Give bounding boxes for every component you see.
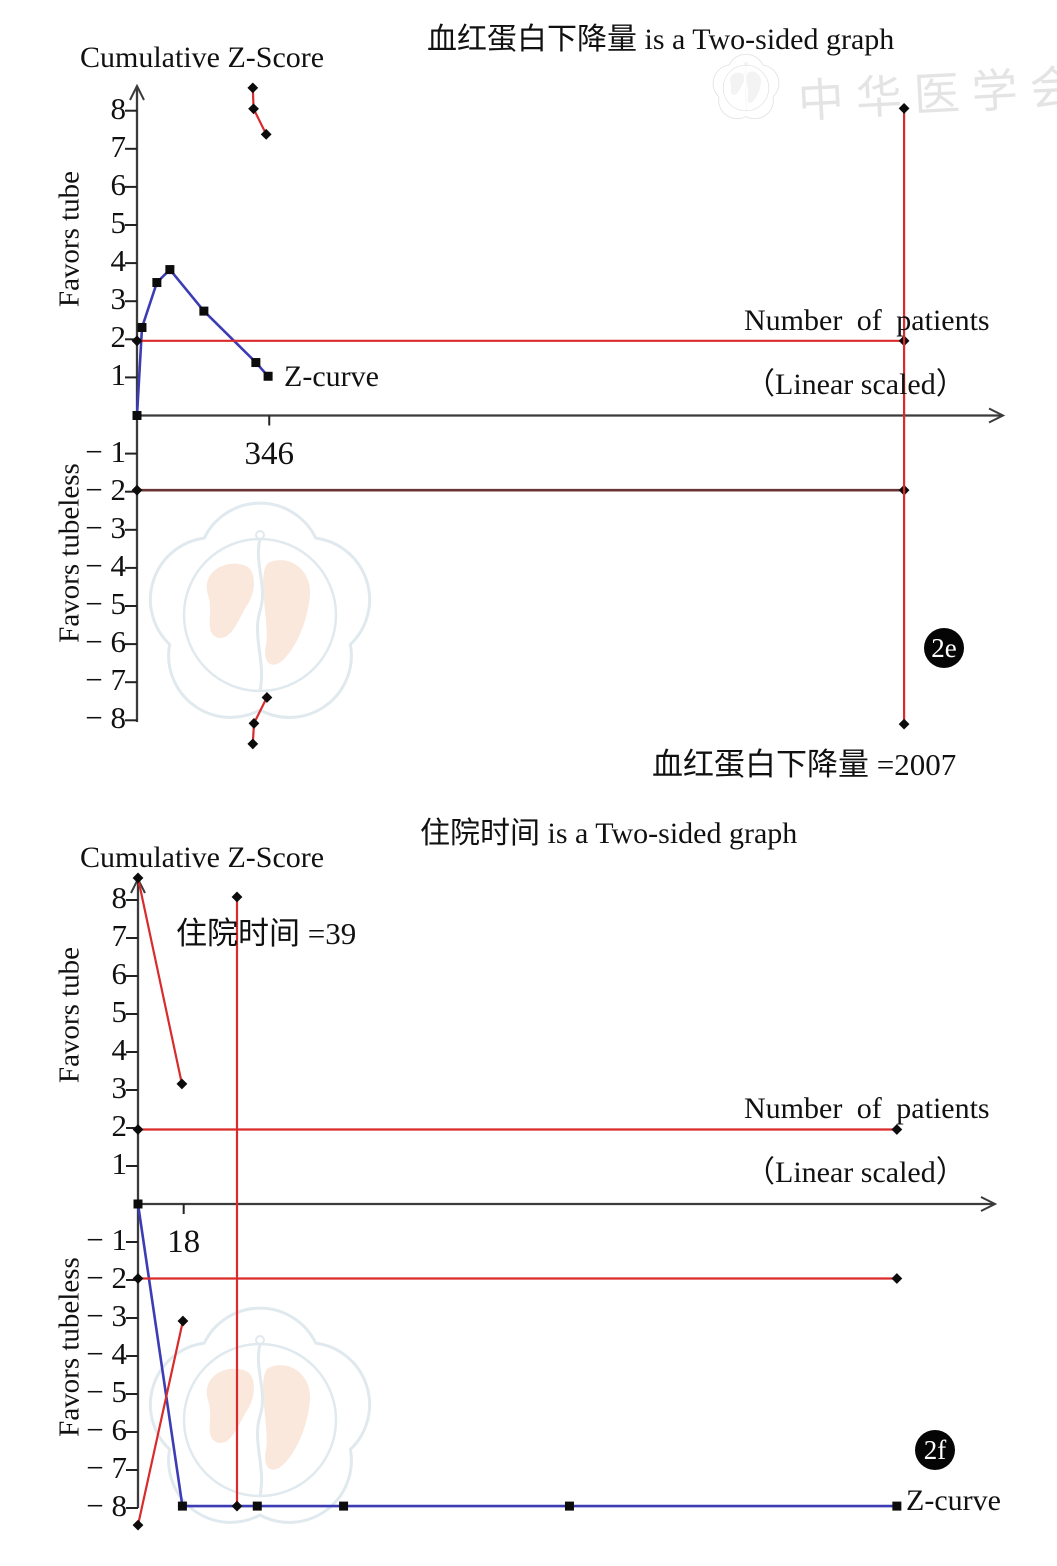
y-tick-label: 8 <box>111 880 128 915</box>
y-tick-label: − 4 <box>85 547 126 583</box>
square-marker <box>177 1501 187 1511</box>
diamond-marker <box>131 335 143 347</box>
chart-2f-required-size-annotation: 住院时间 =39 <box>176 916 357 951</box>
y-tick-label: − 3 <box>85 509 126 545</box>
2f-lower-monitoring-boundary <box>136 1319 184 1527</box>
y-axis-arrow-icon <box>129 83 145 101</box>
y-tick-label: 4 <box>110 243 127 279</box>
2f-z-curve <box>136 1202 899 1508</box>
diamond-marker <box>260 128 272 140</box>
square-marker <box>339 1501 349 1511</box>
y-tick-label: − 7 <box>86 1450 127 1485</box>
square-marker <box>165 265 175 275</box>
diamond-marker <box>131 484 143 496</box>
square-marker <box>263 371 273 381</box>
cma-watermark-2f <box>148 1306 372 1524</box>
square-marker <box>564 1501 574 1511</box>
y-tick-label: − 8 <box>85 700 126 736</box>
x-tick-label: 18 <box>167 1224 201 1260</box>
chart-2e-title: 血红蛋白下降量 is a Two-sided graph <box>427 23 895 56</box>
y-tick-label: 7 <box>111 918 128 953</box>
square-marker <box>892 1501 902 1511</box>
y-tick-label: 1 <box>111 1146 128 1181</box>
y-tick-label: 2 <box>111 1108 128 1143</box>
x-tick-label: 346 <box>244 435 294 472</box>
y-tick-label: 8 <box>110 90 127 126</box>
cma-watermark-script-text: 中华医学会 <box>797 61 1057 127</box>
chart-panel-2f <box>126 872 998 1531</box>
y-tick-label: − 1 <box>85 433 126 469</box>
y-tick-label: − 6 <box>86 1412 127 1447</box>
chart-panel-2e <box>125 82 1006 750</box>
y-tick-label: 6 <box>110 166 127 202</box>
chart-2e-zcurve-label: Z-curve <box>284 360 379 393</box>
diamond-marker <box>898 103 910 114</box>
square-marker <box>252 1501 262 1511</box>
square-marker <box>251 358 261 368</box>
square-marker <box>199 306 209 316</box>
y-tick-label: 2 <box>110 319 127 355</box>
diamond-marker <box>177 1315 189 1327</box>
chart-2e-yaxis-title: Cumulative Z-Score <box>80 41 325 74</box>
diamond-marker <box>231 891 243 903</box>
square-marker <box>133 1199 143 1209</box>
panel-badge-2e: 2e <box>924 628 964 668</box>
diamond-marker <box>132 1273 144 1284</box>
diamond-marker <box>132 872 144 884</box>
diamond-marker <box>261 692 273 703</box>
diamond-marker <box>898 718 910 730</box>
y-tick-label: 5 <box>110 205 127 240</box>
chart-2f-title: 住院时间 is a Two-sided graph <box>420 817 798 850</box>
chart-2f-yaxis-title: Cumulative Z-Score <box>80 841 325 874</box>
y-tick-label: − 8 <box>86 1488 127 1523</box>
chart-2f-xaxis-scale-note: （Linear scaled） <box>745 1156 966 1189</box>
chart-2f-xaxis-label: Number of patients <box>744 1092 990 1125</box>
square-marker <box>132 411 142 420</box>
cma-watermark-2e <box>148 501 372 719</box>
diamond-marker <box>247 82 259 94</box>
y-tick-label: − 7 <box>85 662 126 698</box>
chart-2f-zcurve-label: Z-curve <box>906 1484 1001 1517</box>
square-marker <box>137 322 147 332</box>
y-tick-label: 3 <box>110 281 127 317</box>
diamond-marker <box>132 1519 144 1531</box>
y-tick-label: − 2 <box>85 471 126 507</box>
x-axis-arrow-icon <box>980 1196 998 1212</box>
x-axis-arrow-icon <box>988 407 1006 424</box>
2e-z-curve <box>135 268 270 417</box>
diamond-marker <box>891 1124 903 1135</box>
y-tick-label: − 5 <box>85 586 126 621</box>
diamond-marker <box>248 103 259 115</box>
y-tick-label: 7 <box>110 128 127 164</box>
2f-upper-monitoring-boundary <box>136 876 183 1086</box>
cma-seal-icon <box>712 53 780 120</box>
y-tick-label: 1 <box>110 357 127 393</box>
y-tick-label: 6 <box>111 956 128 991</box>
y-tick-label: − 6 <box>85 624 126 660</box>
diamond-marker <box>891 1273 903 1284</box>
chart-2e-required-size-annotation: 血红蛋白下降量 =2007 <box>652 747 957 782</box>
chart-2e-xaxis-scale-note: （Linear scaled） <box>745 368 966 401</box>
y-tick-label: 4 <box>111 1032 128 1067</box>
panel-badge-2f: 2f <box>915 1430 955 1470</box>
chart-2e-xaxis-label: Number of patients <box>744 304 990 337</box>
diamond-marker <box>248 717 260 729</box>
diamond-marker <box>176 1078 188 1090</box>
square-marker <box>152 278 162 288</box>
y-tick-label: − 4 <box>86 1336 127 1371</box>
y-tick-label: 3 <box>111 1070 128 1105</box>
y-tick-label: − 5 <box>86 1374 127 1409</box>
diamond-marker <box>247 738 259 750</box>
y-tick-label: − 1 <box>86 1222 127 1257</box>
y-tick-label: − 2 <box>86 1260 127 1295</box>
diamond-marker <box>132 1124 144 1135</box>
y-tick-label: 5 <box>111 994 128 1029</box>
y-tick-label: − 3 <box>86 1298 127 1333</box>
diamond-marker <box>231 1500 243 1512</box>
